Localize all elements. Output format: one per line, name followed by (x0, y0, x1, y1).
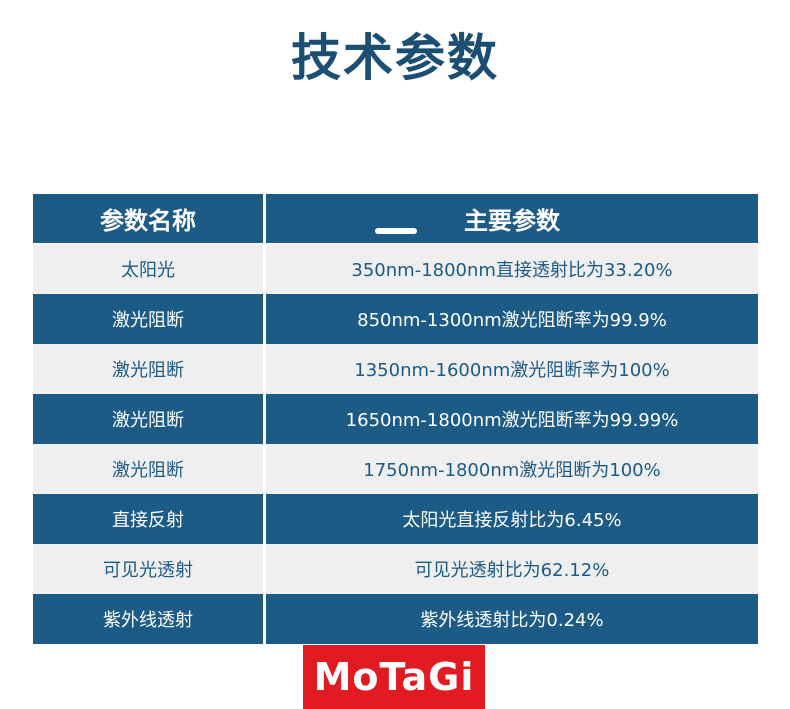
parameter-value: 太阳光直接反射比为6.45% (266, 494, 758, 544)
table-row: 激光阻断 1350nm-1600nm激光阻断率为100% (33, 344, 758, 394)
parameter-value: 可见光透射比为62.12% (266, 544, 758, 594)
table-row: 可见光透射 可见光透射比为62.12% (33, 544, 758, 594)
parameter-value: 1650nm-1800nm激光阻断率为99.99% (266, 394, 758, 444)
parameter-name: 紫外线透射 (33, 594, 263, 644)
table-row: 激光阻断 850nm-1300nm激光阻断率为99.9% (33, 294, 758, 344)
header-row: 参数名称 主要参数 (33, 194, 758, 244)
parameter-value: 1350nm-1600nm激光阻断率为100% (266, 344, 758, 394)
parameter-value: 1750nm-1800nm激光阻断为100% (266, 444, 758, 494)
table-row: 激光阻断 1650nm-1800nm激光阻断率为99.99% (33, 394, 758, 444)
parameter-name: 激光阻断 (33, 444, 263, 494)
table-row: 直接反射 太阳光直接反射比为6.45% (33, 494, 758, 544)
table-row: 太阳光 350nm-1800nm直接透射比为33.20% (33, 244, 758, 294)
parameter-name: 可见光透射 (33, 544, 263, 594)
table-row: 紫外线透射 紫外线透射比为0.24% (33, 594, 758, 644)
table-row: 激光阻断 1750nm-1800nm激光阻断为100% (33, 444, 758, 494)
parameter-name: 太阳光 (33, 244, 263, 294)
parameter-value: 350nm-1800nm直接透射比为33.20% (266, 244, 758, 294)
parameter-name: 激光阻断 (33, 344, 263, 394)
header-cell: 主要参数 (266, 194, 758, 243)
parameter-name: 激光阻断 (33, 394, 263, 444)
parameter-value: 紫外线透射比为0.24% (266, 594, 758, 644)
parameter-name: 激光阻断 (33, 294, 263, 344)
brand-logo: MoTaGi (303, 645, 485, 709)
spec-table: 参数名称 主要参数 太阳光 350nm-1800nm直接透射比为33.20% 激光阻断 8… (33, 194, 758, 644)
page-title: 技术参数 (291, 29, 499, 87)
header-cell: 参数名称 (33, 194, 263, 243)
header-decoration (375, 228, 417, 234)
parameter-name: 直接反射 (33, 494, 263, 544)
parameter-value: 850nm-1300nm激光阻断率为99.9% (266, 294, 758, 344)
